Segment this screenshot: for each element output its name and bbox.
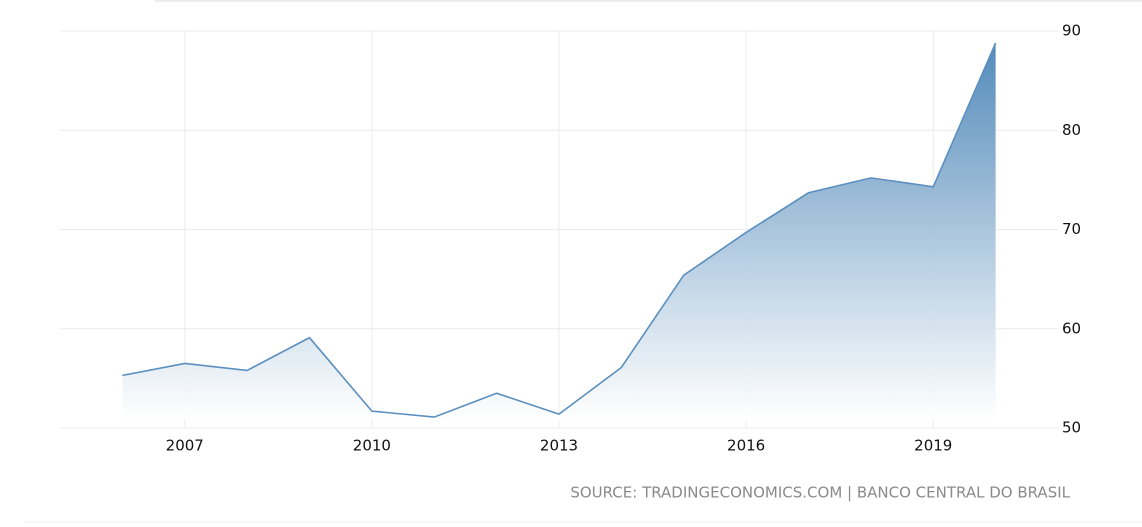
x-tick-label: 2019 [914,437,952,455]
x-tick-label: 2010 [353,437,391,455]
y-tick-label: 70 [1062,220,1081,238]
x-tick-label: 2016 [727,437,765,455]
source: SOURCE: TRADINGECONOMICS.COM | BANCO CEN… [570,484,1070,502]
line [122,42,997,418]
y-tick-label: 50 [1062,419,1081,437]
y-tick-label: 90 [1062,22,1081,40]
y-tick-label: 80 [1062,121,1081,139]
area [122,42,996,420]
x-tick-label: 2013 [540,437,578,455]
y-tick-label: 60 [1062,319,1081,337]
x-tick-label: 2007 [166,437,204,455]
